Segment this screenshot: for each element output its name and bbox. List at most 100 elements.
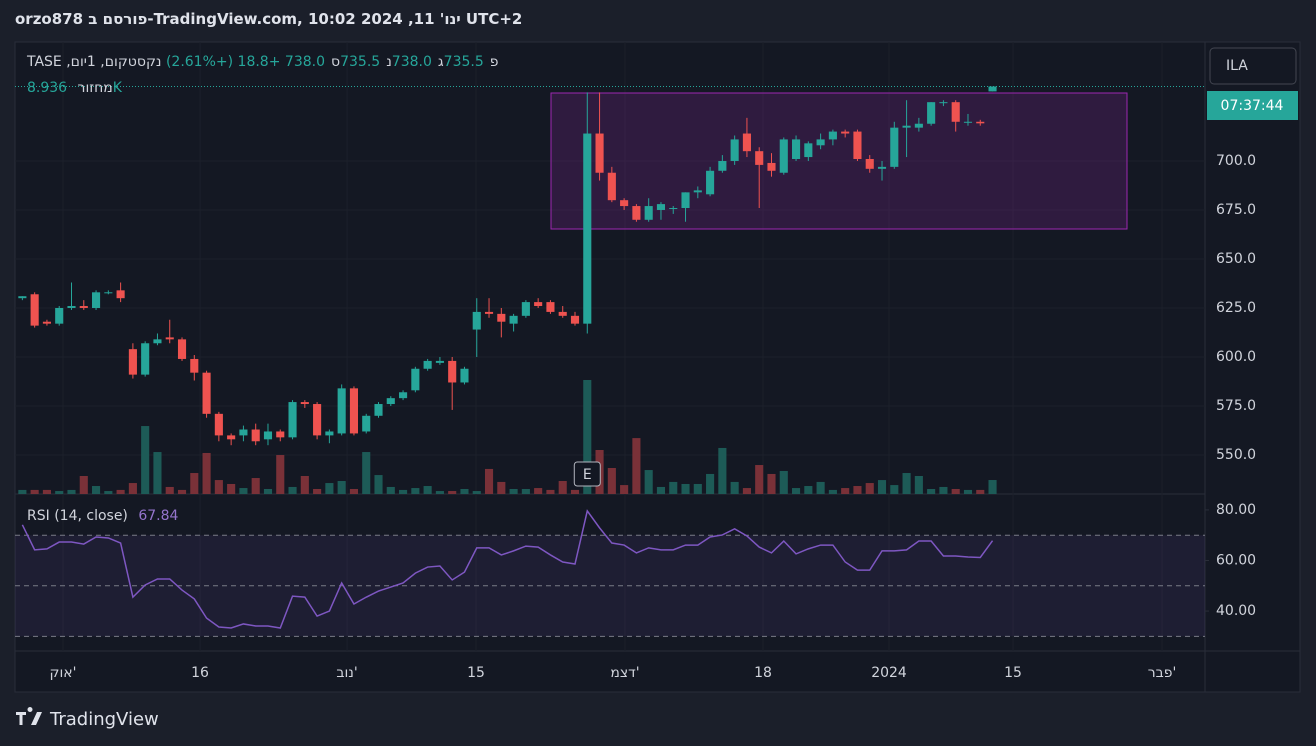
candles: E bbox=[15, 85, 1205, 487]
candle-body bbox=[411, 368, 420, 391]
ohlc-letter: פ bbox=[489, 54, 499, 70]
candle-body bbox=[497, 313, 506, 322]
volume-bar bbox=[583, 380, 592, 494]
volume-bar bbox=[497, 481, 506, 494]
candle-body bbox=[141, 343, 150, 375]
x-tick-label: 15 bbox=[1004, 665, 1022, 681]
candle-body bbox=[693, 190, 702, 193]
candle-body bbox=[104, 292, 113, 294]
candle-body bbox=[399, 392, 408, 399]
volume-bar bbox=[349, 488, 358, 494]
candle-body bbox=[300, 402, 309, 405]
rsi-title: RSI (14, close) bbox=[27, 508, 128, 524]
volume-bar bbox=[792, 488, 801, 494]
volume-bar bbox=[313, 488, 322, 494]
volume-bar bbox=[202, 452, 211, 494]
candle-body bbox=[546, 302, 555, 312]
volume-bar bbox=[570, 489, 580, 494]
volume-bar bbox=[951, 488, 960, 494]
rectangle-drawing[interactable] bbox=[550, 92, 1128, 230]
volume-bar bbox=[30, 489, 39, 494]
volume-bar bbox=[521, 488, 530, 494]
change: +18.8 (+2.61%) bbox=[165, 54, 281, 70]
volume-bar bbox=[669, 481, 678, 494]
volume-bar bbox=[779, 470, 788, 494]
candle-body bbox=[607, 172, 616, 201]
candle-body bbox=[116, 290, 125, 299]
candle-body bbox=[816, 139, 825, 146]
volume-bar bbox=[386, 486, 395, 494]
candle-body bbox=[583, 133, 592, 324]
volume-bar bbox=[288, 486, 297, 494]
candle-body bbox=[214, 413, 223, 436]
candle-body bbox=[669, 208, 678, 210]
candle-body bbox=[939, 102, 948, 104]
volume-bar bbox=[153, 452, 162, 494]
volume-bar bbox=[141, 426, 150, 494]
volume-last: 8.936K bbox=[27, 80, 122, 96]
candle-body bbox=[18, 296, 27, 299]
currency[interactable]: ILA bbox=[1226, 58, 1248, 74]
volume-bar bbox=[79, 475, 88, 494]
candle-body bbox=[30, 294, 39, 326]
volume-bar bbox=[976, 489, 985, 494]
y-tick-label: 575.0 bbox=[1216, 398, 1256, 414]
candle-body bbox=[128, 349, 137, 375]
y-tick-label: 675.0 bbox=[1216, 202, 1256, 218]
volume-bar bbox=[927, 488, 936, 494]
volume-bar bbox=[620, 485, 629, 494]
volume-bar bbox=[484, 468, 494, 494]
rsi-tick-label: 40.00 bbox=[1216, 603, 1256, 619]
volume-bar bbox=[804, 486, 813, 494]
volume-bar bbox=[263, 488, 273, 494]
candle-body bbox=[423, 360, 432, 369]
volume-bar bbox=[939, 486, 948, 494]
candle-body bbox=[276, 431, 285, 438]
volume-bar bbox=[460, 488, 469, 494]
candle-body bbox=[865, 159, 874, 169]
volume-bar bbox=[399, 489, 408, 494]
volume-bar bbox=[92, 486, 101, 494]
earnings-marker[interactable]: E bbox=[583, 467, 592, 483]
candle-body bbox=[755, 151, 764, 165]
rsi-tick-label: 80.00 bbox=[1216, 502, 1256, 518]
candle-body bbox=[67, 306, 76, 308]
volume-bar bbox=[362, 452, 371, 494]
candle-body bbox=[767, 162, 776, 171]
volume-bar bbox=[963, 489, 973, 494]
y-tick-label: 600.0 bbox=[1216, 349, 1256, 365]
volume-bar bbox=[853, 486, 862, 494]
candle-body bbox=[951, 102, 960, 122]
ohlc-letter: ג bbox=[437, 54, 444, 70]
volume-bar bbox=[214, 480, 223, 494]
volume-bar bbox=[300, 475, 309, 494]
logo-icon bbox=[16, 707, 42, 725]
volume-bar bbox=[632, 438, 641, 494]
candle-body bbox=[349, 388, 358, 434]
candle-body bbox=[620, 200, 629, 207]
symbol[interactable]: נקסטקום, 1יום, TASE bbox=[27, 54, 162, 70]
candle-body bbox=[988, 86, 997, 92]
currency-button[interactable] bbox=[1209, 47, 1297, 85]
candle-body bbox=[902, 125, 911, 128]
candle-body bbox=[877, 166, 887, 169]
candle-body bbox=[374, 404, 383, 416]
candle-body bbox=[337, 388, 346, 434]
y-tick-label: 700.0 bbox=[1216, 153, 1256, 169]
volume-bar bbox=[730, 481, 739, 494]
brand[interactable]: TradingView bbox=[49, 709, 159, 730]
volume-bar bbox=[55, 491, 64, 494]
volume-bar bbox=[374, 475, 383, 494]
x-tick-label: אוק' bbox=[50, 665, 77, 681]
x-tick-label: דצמ' bbox=[610, 665, 639, 681]
candle-body bbox=[472, 311, 481, 330]
candle-body bbox=[288, 402, 297, 438]
candle-body bbox=[644, 206, 653, 220]
x-tick-label: 16 bbox=[191, 665, 209, 681]
volume-bar bbox=[42, 489, 51, 494]
x-tick-label: נוב' bbox=[336, 665, 357, 681]
axes: אוק' 16 נוב' 15 דצמ' 18 2024 15 פבר' 550.0 575.0 60… bbox=[50, 153, 1257, 681]
volume bbox=[18, 380, 997, 494]
volume-bar bbox=[239, 488, 248, 494]
